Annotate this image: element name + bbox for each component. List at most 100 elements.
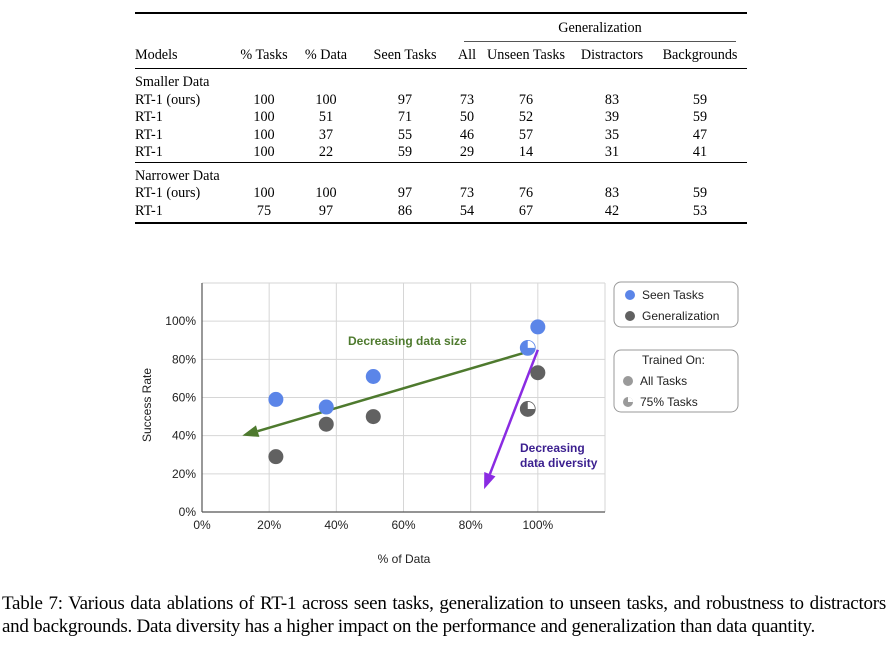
table-row: RT-1 (ours) 100 100 97 73 76 83 59 — [135, 92, 747, 110]
value-cell: 51 — [318, 109, 334, 125]
legend-75pct-tasks-swatch — [623, 397, 633, 407]
value-cell: 100 — [253, 144, 275, 160]
value-cell: 41 — [692, 144, 708, 160]
value-cell: 97 — [318, 202, 334, 219]
grid-lines — [202, 282, 606, 512]
generalization-point — [530, 365, 546, 381]
col-header-pct-tasks: % Tasks — [240, 47, 288, 64]
generalization-group-header: Generalization — [464, 20, 736, 43]
tick-labels: 0% 20% 40% 60% 80% 100% 0% 20% 40% 60% 80% 100% — [165, 314, 553, 532]
generalization-point — [519, 401, 536, 417]
legend-generalization-swatch — [625, 311, 635, 321]
model-name-cell: RT-1 — [135, 202, 163, 219]
col-header-unseen-tasks: Unseen Tasks — [487, 47, 565, 64]
value-cell: 59 — [692, 91, 708, 108]
col-header-backgrounds: Backgrounds — [662, 47, 738, 64]
value-cell: 31 — [604, 144, 620, 160]
x-tick-label: 40% — [324, 518, 348, 532]
value-cell: 22 — [318, 144, 334, 160]
annotation-arrows — [242, 348, 539, 490]
seen-tasks-point — [318, 399, 334, 415]
legend-seen-tasks-swatch — [625, 290, 635, 300]
table-row: RT-1 100 37 55 46 57 35 47 — [135, 127, 747, 145]
annotation-decreasing-diversity-line1: Decreasing — [520, 441, 585, 455]
value-cell: 59 — [692, 185, 708, 201]
generalization-point — [268, 449, 284, 465]
seen-tasks-point — [519, 339, 536, 356]
column-header-row: Models % Tasks % Data Seen Tasks All Uns… — [135, 44, 747, 69]
x-tick-label: 80% — [459, 518, 483, 532]
value-cell: 71 — [397, 109, 413, 125]
value-cell: 75 — [256, 202, 272, 219]
axes — [201, 283, 605, 513]
section-title: Smaller Data — [135, 74, 210, 90]
model-name-cell: RT-1 — [135, 109, 163, 125]
y-tick-label: 100% — [165, 314, 196, 328]
value-cell: 59 — [692, 109, 708, 125]
legend-all-tasks-label: All Tasks — [640, 374, 687, 388]
legend-trained-on: Trained On: All Tasks 75% Tasks — [613, 349, 739, 413]
col-header-models: Models — [135, 47, 178, 64]
annotation-decreasing-diversity-line2: data diversity — [520, 456, 598, 470]
col-header-seen-tasks: Seen Tasks — [373, 47, 437, 64]
x-tick-label: 20% — [257, 518, 281, 532]
seen-tasks-point — [365, 369, 381, 385]
section-title: Narrower Data — [135, 167, 220, 184]
legend-75pct-tasks-label: 75% Tasks — [640, 395, 698, 409]
table-row: RT-1 75 97 86 54 67 42 53 — [135, 202, 747, 223]
value-cell: 83 — [604, 91, 620, 108]
seen-tasks-point — [530, 319, 546, 335]
value-cell: 100 — [315, 91, 337, 108]
table-row: RT-1 100 22 59 29 14 31 41 — [135, 144, 747, 162]
generalization-point — [318, 416, 334, 432]
group-header-row: Generalization — [135, 13, 747, 44]
y-tick-label: 80% — [172, 352, 196, 366]
x-tick-label: 100% — [522, 518, 553, 532]
value-cell: 57 — [518, 126, 534, 143]
value-cell: 29 — [459, 144, 475, 160]
legend-all-tasks-swatch — [623, 376, 633, 386]
decreasing-data-diversity-arrow — [484, 349, 539, 490]
value-cell: 76 — [518, 91, 534, 108]
legend-generalization-label: Generalization — [642, 309, 719, 323]
y-tick-label: 0% — [179, 505, 197, 519]
x-axis-label: % of Data — [378, 552, 431, 566]
x-tick-label: 60% — [391, 518, 415, 532]
value-cell: 100 — [315, 185, 337, 201]
legend-series-box — [613, 281, 739, 328]
value-cell: 73 — [459, 91, 475, 108]
value-cell: 76 — [518, 185, 534, 201]
value-cell: 55 — [397, 126, 413, 143]
value-cell: 97 — [397, 185, 413, 201]
decreasing-data-size-arrow — [242, 348, 535, 437]
col-header-pct-data: % Data — [304, 47, 348, 64]
y-axis-label: Success Rate — [140, 368, 154, 442]
table-caption: Table 7: Various data ablations of RT-1 … — [2, 593, 886, 637]
legend-trained-on-box — [613, 349, 739, 413]
success-rate-scatter-chart: 0% 20% 40% 60% 80% 100% 0% 20% 40% 60% 80% 100% Suc… — [140, 281, 739, 566]
value-cell: 39 — [604, 109, 620, 125]
value-cell: 54 — [459, 202, 475, 219]
value-cell: 67 — [518, 202, 534, 219]
value-cell: 73 — [459, 185, 475, 201]
model-name-cell: RT-1 — [135, 144, 163, 160]
x-tick-label: 0% — [193, 518, 211, 532]
table-row: RT-1 (ours) 100 100 97 73 76 83 59 — [135, 185, 747, 203]
value-cell: 100 — [253, 185, 275, 201]
y-tick-label: 40% — [172, 429, 196, 443]
table-body: Smaller Data RT-1 (ours) 100 100 97 73 76 83 59 R… — [135, 68, 747, 223]
value-cell: 100 — [253, 126, 275, 143]
model-name-cell: RT-1 (ours) — [135, 185, 201, 201]
value-cell: 47 — [692, 126, 708, 143]
value-cell: 53 — [692, 202, 708, 219]
seen-tasks-point — [268, 391, 284, 407]
legend-series: Seen Tasks Generalization — [613, 281, 739, 328]
value-cell: 52 — [518, 109, 534, 125]
value-cell: 100 — [253, 91, 275, 108]
y-tick-label: 20% — [172, 467, 196, 481]
y-tick-label: 60% — [172, 391, 196, 405]
value-cell: 35 — [604, 126, 620, 143]
value-cell: 42 — [604, 202, 620, 219]
data-points — [268, 319, 546, 465]
value-cell: 59 — [397, 144, 413, 160]
